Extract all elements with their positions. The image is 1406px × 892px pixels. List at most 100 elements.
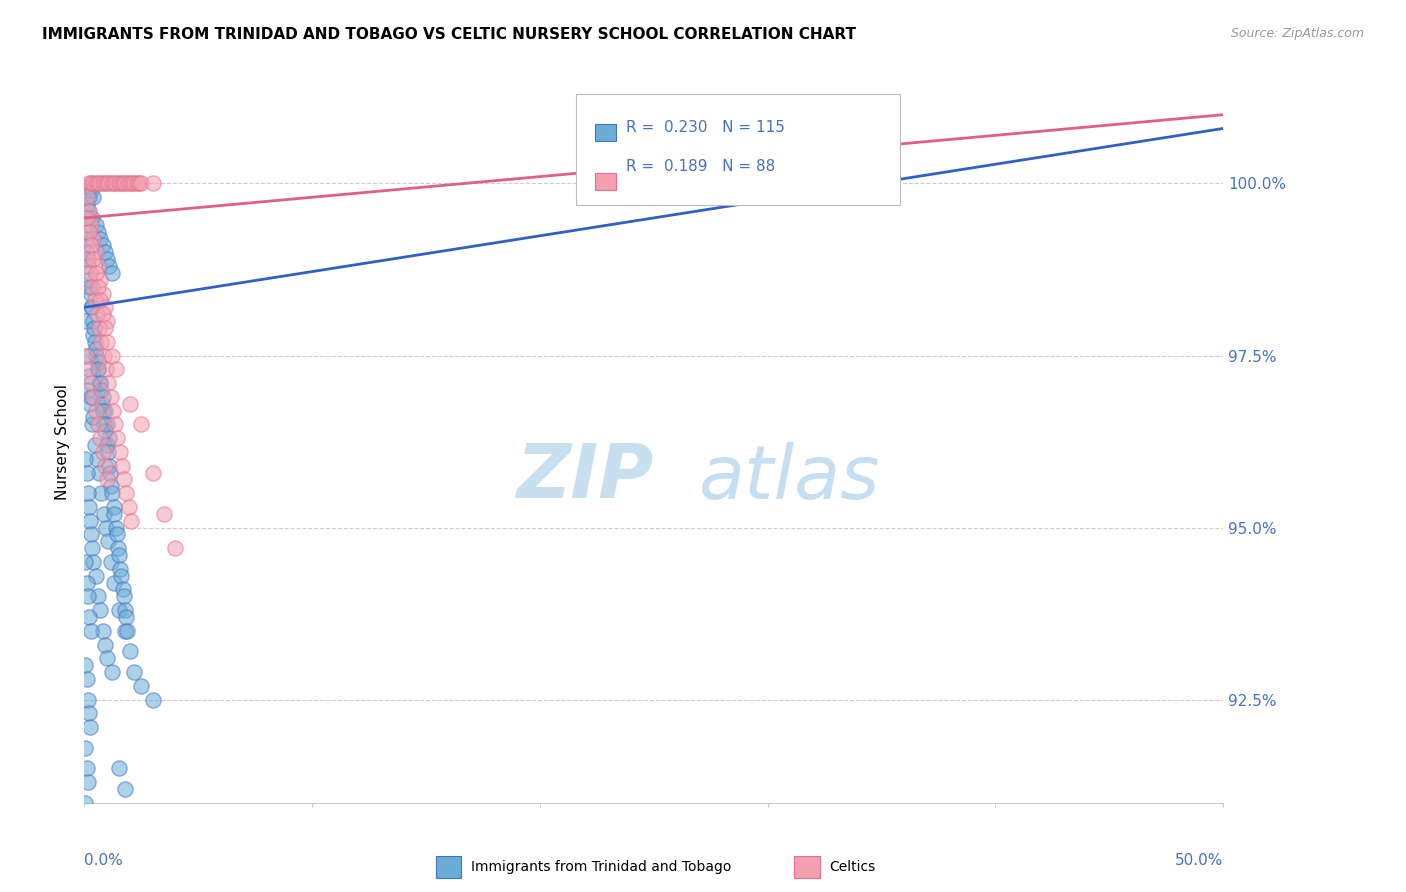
Point xyxy=(76,692,98,706)
Point xyxy=(79,180,101,194)
Point xyxy=(97,458,120,473)
Point xyxy=(90,383,112,397)
Point xyxy=(100,390,122,404)
Point xyxy=(114,603,136,617)
Point xyxy=(80,238,103,252)
Point xyxy=(105,177,128,191)
Point xyxy=(100,177,122,191)
Point xyxy=(121,177,143,191)
Point xyxy=(93,507,115,521)
Point xyxy=(98,177,121,191)
Point xyxy=(80,624,103,638)
Point xyxy=(96,177,118,191)
Point xyxy=(120,514,142,528)
Point xyxy=(90,334,112,349)
Point xyxy=(76,252,98,267)
Point xyxy=(104,417,127,432)
Point xyxy=(153,507,176,521)
Point xyxy=(93,349,115,363)
Point xyxy=(80,390,103,404)
Text: Immigrants from Trinidad and Tobago: Immigrants from Trinidad and Tobago xyxy=(471,860,731,874)
Point xyxy=(82,314,104,328)
Point xyxy=(100,266,122,280)
Point xyxy=(94,177,117,191)
Point xyxy=(83,321,105,335)
Point xyxy=(98,466,121,480)
Point xyxy=(114,624,136,638)
Point xyxy=(114,610,136,624)
Point xyxy=(89,466,111,480)
Text: R =  0.189   N = 88: R = 0.189 N = 88 xyxy=(626,159,775,174)
Point xyxy=(96,472,118,486)
Point xyxy=(77,190,100,204)
Point xyxy=(84,334,107,349)
Point xyxy=(89,273,111,287)
Point xyxy=(110,177,132,191)
Point xyxy=(87,177,110,191)
Point xyxy=(94,301,117,315)
Point xyxy=(91,307,114,321)
Point xyxy=(82,541,104,556)
Point xyxy=(94,403,117,417)
Point xyxy=(94,245,117,260)
Point xyxy=(82,279,104,293)
Point xyxy=(79,514,101,528)
Point xyxy=(91,238,114,252)
Point xyxy=(87,362,110,376)
Point xyxy=(89,603,111,617)
Text: Source: ZipAtlas.com: Source: ZipAtlas.com xyxy=(1230,27,1364,40)
Point xyxy=(89,231,111,245)
Point xyxy=(89,321,111,335)
Point xyxy=(82,231,104,245)
Point xyxy=(112,472,135,486)
Point xyxy=(89,376,111,390)
Point xyxy=(75,314,97,328)
Point xyxy=(111,458,134,473)
Point xyxy=(94,520,117,534)
Point xyxy=(79,266,101,280)
Point xyxy=(90,486,112,500)
Point xyxy=(76,672,98,686)
Point xyxy=(96,438,118,452)
Point xyxy=(94,362,117,376)
Point xyxy=(77,177,100,191)
Point xyxy=(103,500,125,514)
Point xyxy=(105,527,128,541)
Point xyxy=(76,204,98,219)
Point xyxy=(76,590,98,604)
Point xyxy=(114,177,136,191)
Point xyxy=(96,334,118,349)
Point xyxy=(112,177,135,191)
Point xyxy=(93,417,115,432)
Point xyxy=(124,177,146,191)
Point xyxy=(80,218,103,232)
Point xyxy=(118,397,141,411)
Point xyxy=(82,327,104,342)
Point xyxy=(103,575,125,590)
Point xyxy=(75,555,97,569)
Point xyxy=(79,720,101,734)
Point xyxy=(100,665,122,679)
Point xyxy=(91,403,114,417)
Point xyxy=(77,369,100,384)
Point xyxy=(86,307,108,321)
Text: 0.0%: 0.0% xyxy=(84,854,124,869)
Point xyxy=(75,225,97,239)
Point xyxy=(105,362,128,376)
Point xyxy=(80,177,103,191)
Point xyxy=(76,252,98,267)
Point xyxy=(77,706,100,721)
Text: ZIP: ZIP xyxy=(517,442,654,514)
Point xyxy=(80,286,103,301)
Point xyxy=(76,575,98,590)
Point xyxy=(76,197,98,211)
Point xyxy=(96,417,118,432)
Point xyxy=(110,568,132,582)
Point xyxy=(82,555,104,569)
Point xyxy=(89,376,111,390)
Point xyxy=(86,355,108,369)
Point xyxy=(94,638,117,652)
Point xyxy=(107,761,129,775)
Point xyxy=(75,658,97,673)
Point xyxy=(79,273,101,287)
